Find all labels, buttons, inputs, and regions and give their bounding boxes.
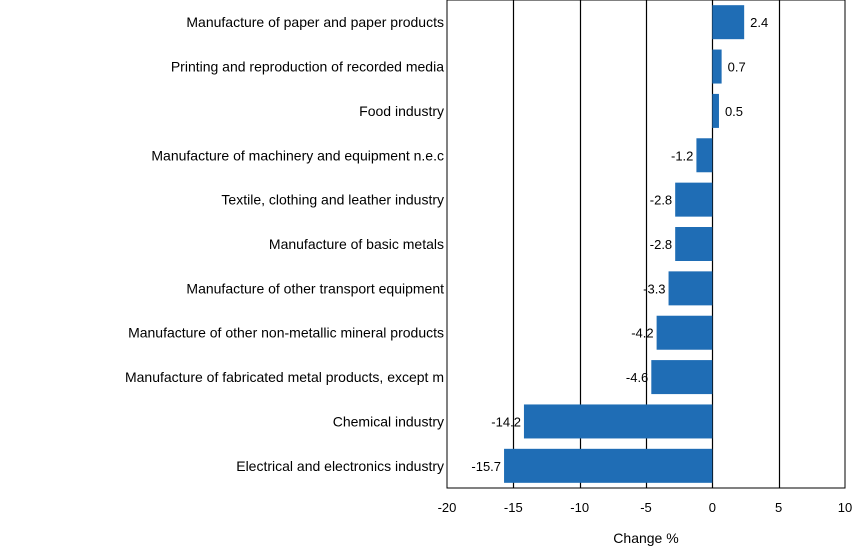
category-labels: Manufacture of paper and paper products P… <box>125 14 444 474</box>
x-tick-label: -5 <box>640 500 652 515</box>
data-label: -2.8 <box>650 193 672 208</box>
bar <box>675 227 713 261</box>
data-label: 0.5 <box>725 104 743 119</box>
category-label: Food industry <box>359 103 444 119</box>
x-tick-label: 10 <box>838 500 852 515</box>
x-tick-labels: -20 -15 -10 -5 0 5 10 <box>438 500 853 515</box>
category-label: Chemical industry <box>333 413 444 429</box>
data-label: -14.2 <box>491 414 521 429</box>
category-label: Manufacture of machinery and equipment n… <box>151 147 444 163</box>
bar <box>712 5 745 40</box>
bar <box>656 315 713 350</box>
bar <box>696 138 713 173</box>
x-tick-label: 0 <box>709 500 716 515</box>
x-tick-label: -20 <box>438 500 457 515</box>
bar <box>712 49 722 84</box>
data-labels: 2.4 0.7 0.5 -1.2 -2.8 -2.8 -3.3 -4.2 -4.6 -14.2 -1… <box>471 15 768 474</box>
category-label: Manufacture of fabricated metal products… <box>125 369 444 385</box>
data-label: -3.3 <box>643 281 665 296</box>
data-label: -4.6 <box>626 370 648 385</box>
bar <box>675 182 713 217</box>
x-tick-label: -10 <box>570 500 589 515</box>
category-label: Manufacture of paper and paper products <box>186 14 444 30</box>
bar <box>504 448 713 483</box>
category-label: Printing and reproduction of recorded me… <box>171 59 444 75</box>
category-label: Manufacture of other transport equipment <box>186 280 444 296</box>
data-label: 0.7 <box>728 60 746 75</box>
bar <box>651 360 713 395</box>
bar <box>668 271 713 306</box>
data-label: -2.8 <box>650 237 672 252</box>
data-label: -4.2 <box>631 326 653 341</box>
category-label: Manufacture of basic metals <box>269 236 444 252</box>
category-label: Electrical and electronics industry <box>236 458 444 474</box>
data-label: 2.4 <box>750 15 768 30</box>
bars <box>504 5 745 483</box>
x-tick-label: 5 <box>775 500 782 515</box>
category-label: Manufacture of other non-metallic minera… <box>128 325 444 341</box>
data-label: -1.2 <box>671 148 693 163</box>
x-tick-label: -15 <box>504 500 523 515</box>
data-label: -15.7 <box>471 459 501 474</box>
bar <box>712 93 719 128</box>
bar <box>523 404 713 439</box>
x-axis-title: Change % <box>613 530 678 546</box>
category-label: Textile, clothing and leather industry <box>221 192 444 208</box>
